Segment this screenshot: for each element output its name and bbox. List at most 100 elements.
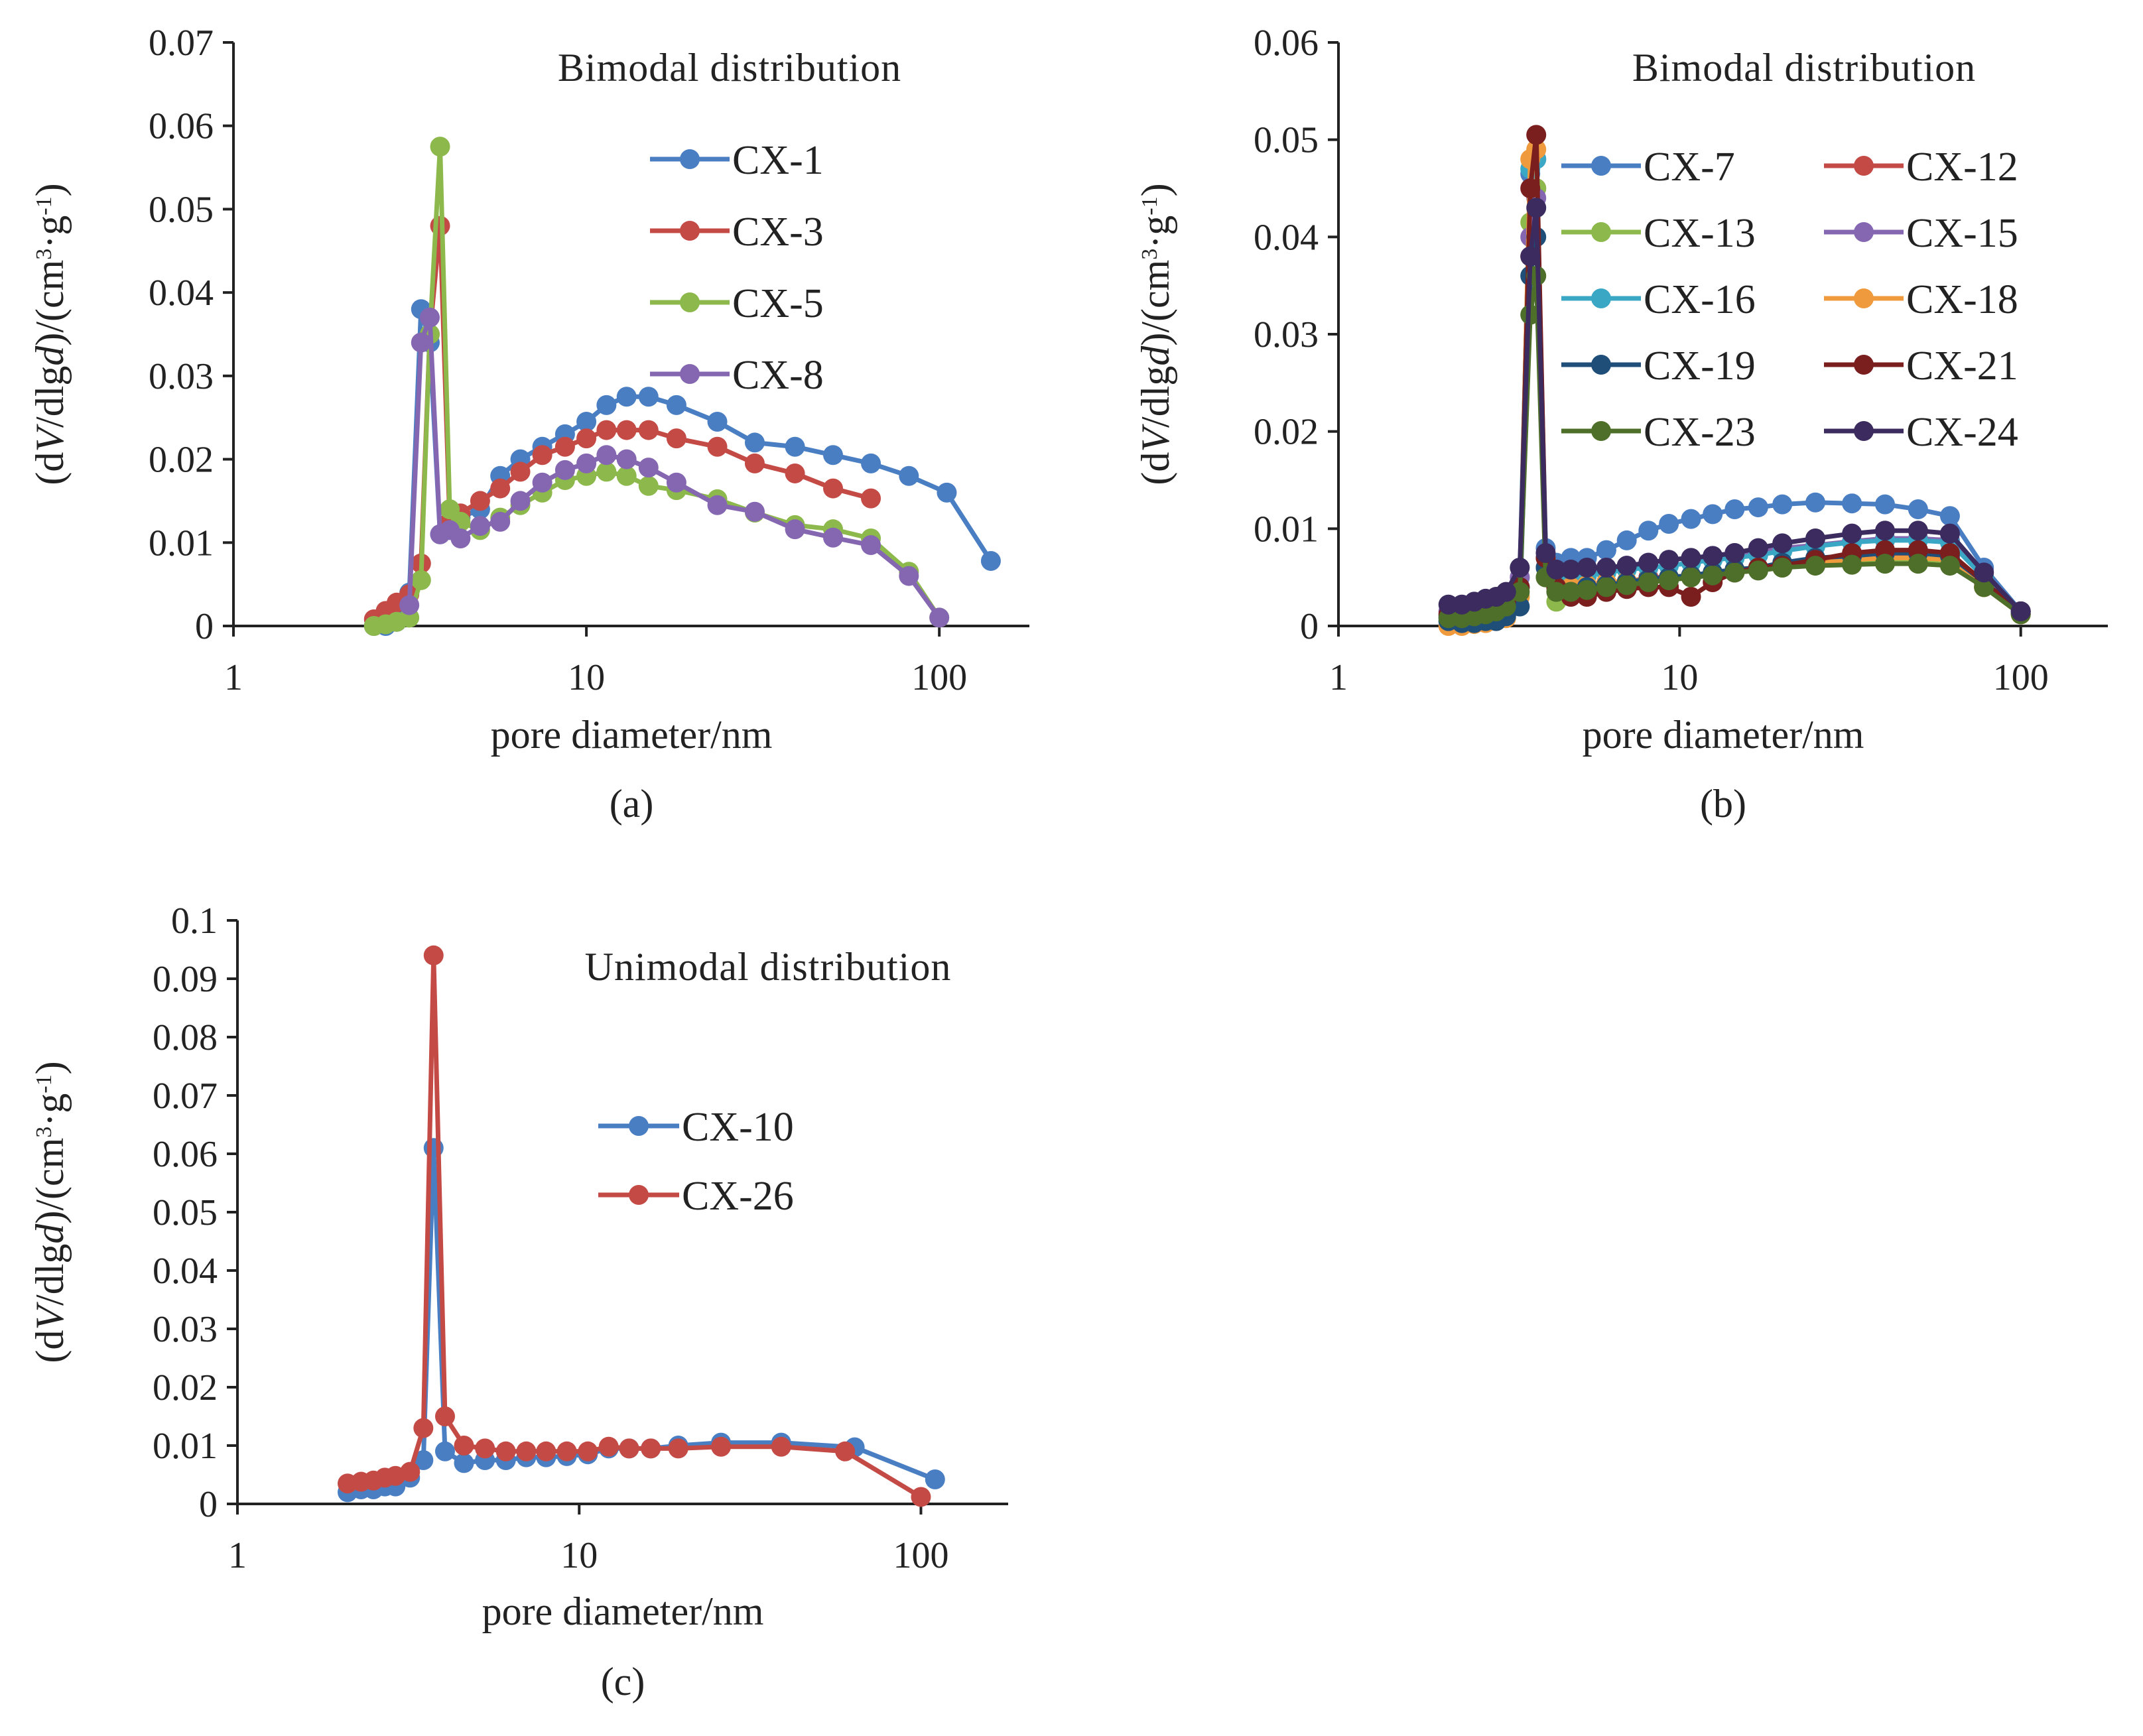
x-tick-label: 10 xyxy=(1661,657,1698,698)
data-point xyxy=(638,420,659,440)
y-axis-label-part: (d xyxy=(28,452,72,485)
data-point xyxy=(475,1438,495,1459)
data-point xyxy=(707,436,728,457)
y-axis-label: (dV/dlgd)/(cm3·g-1) xyxy=(28,1061,72,1363)
legend-label: CX-21 xyxy=(1906,343,2018,389)
y-axis-label-part: -1 xyxy=(32,1074,56,1093)
y-tick-label: 0.02 xyxy=(1254,412,1319,453)
y-axis-label-part: V xyxy=(28,1302,72,1330)
data-point xyxy=(1805,492,1826,513)
legend-item: CX-15 xyxy=(1824,211,2018,256)
y-axis-label-part: /dlg xyxy=(1134,366,1177,428)
legend-label: CX-7 xyxy=(1644,145,1735,190)
y-tick-label: 0.03 xyxy=(149,356,214,397)
data-point xyxy=(1577,580,1597,600)
data-point xyxy=(1681,548,1701,568)
data-point xyxy=(1681,567,1701,588)
data-point xyxy=(1875,540,1896,560)
legend-swatch-marker xyxy=(1591,421,1611,441)
panel-label: (a) xyxy=(610,782,654,826)
legend-label: CX-8 xyxy=(732,353,824,398)
data-point xyxy=(1659,514,1679,534)
data-point xyxy=(1875,521,1896,541)
data-point xyxy=(423,945,444,965)
y-tick-label: 0.1 xyxy=(171,900,218,942)
data-point xyxy=(638,475,659,496)
data-point xyxy=(616,449,637,469)
legend-label: CX-10 xyxy=(682,1105,794,1150)
y-tick-label: 0.03 xyxy=(153,1309,218,1350)
y-axis-label-part: ·g xyxy=(28,1093,72,1127)
legend-item: CX-26 xyxy=(598,1174,794,1219)
data-point xyxy=(490,478,511,499)
legend-item: CX-19 xyxy=(1561,343,1756,389)
y-axis-label-part: ) xyxy=(1134,183,1177,196)
series-CX-26 xyxy=(338,945,931,1507)
legend-item: CX-10 xyxy=(598,1105,794,1150)
data-point xyxy=(619,1438,639,1459)
data-point xyxy=(1659,550,1679,570)
data-point xyxy=(822,527,843,548)
y-tick-label: 0.07 xyxy=(149,23,214,64)
legend-swatch-marker xyxy=(1591,156,1611,176)
legend-item: CX-8 xyxy=(650,353,824,398)
series-line xyxy=(373,144,942,629)
data-point xyxy=(556,1441,577,1461)
series-CX-8 xyxy=(399,307,950,628)
y-axis-label-part: d xyxy=(28,345,72,366)
series-CX-5 xyxy=(363,137,950,636)
distribution-annotation: Bimodal distribution xyxy=(558,46,901,90)
legend-label: CX-16 xyxy=(1644,277,1756,322)
data-point xyxy=(495,1441,516,1461)
legend-swatch-marker xyxy=(680,221,700,241)
data-point xyxy=(1805,556,1826,576)
data-point xyxy=(711,1436,732,1457)
y-axis-label-part: V xyxy=(28,424,72,452)
x-axis-label: pore diameter/nm xyxy=(482,1589,764,1633)
x-tick-label: 1 xyxy=(224,657,243,698)
y-axis-label-part: (d xyxy=(28,1330,72,1363)
y-axis-label-part: ) xyxy=(28,183,72,196)
legend-label: CX-26 xyxy=(682,1174,794,1219)
legend-item: CX-1 xyxy=(650,138,824,183)
legend-swatch-marker xyxy=(680,149,700,169)
data-point xyxy=(1561,582,1581,602)
legend-label: CX-24 xyxy=(1906,410,2018,455)
panel-label: (b) xyxy=(1700,782,1746,826)
series-line xyxy=(347,953,923,1499)
y-axis-label-part: -1 xyxy=(1137,196,1162,215)
data-point xyxy=(1616,530,1637,550)
data-point xyxy=(434,1406,455,1426)
data-point xyxy=(1939,506,1960,527)
chart-a: 0 0.01 0.02 0.03 0.04 0.05 0.06 0.07 1 10 100 pore … xyxy=(28,23,1029,826)
series-CX-24 xyxy=(1438,198,2031,621)
data-point xyxy=(1535,543,1556,563)
legend-item: CX-16 xyxy=(1561,277,1756,322)
y-axis-label-part: ·g xyxy=(28,216,72,249)
y-tick-label: 0.03 xyxy=(1254,314,1319,355)
data-point xyxy=(616,420,637,440)
data-point xyxy=(1520,178,1541,198)
data-point xyxy=(1842,493,1862,514)
data-point xyxy=(785,436,805,457)
y-axis-label-part: ) xyxy=(28,1061,72,1074)
series-line xyxy=(407,315,942,619)
data-point xyxy=(1703,504,1723,525)
data-point xyxy=(666,395,686,415)
data-point xyxy=(911,1487,931,1507)
data-point xyxy=(532,445,552,465)
legend-swatch-marker xyxy=(629,1116,649,1136)
data-point xyxy=(638,458,659,478)
legend: CX-10 CX-26 xyxy=(598,1105,794,1219)
data-point xyxy=(1748,538,1768,558)
y-tick-label: 0.07 xyxy=(153,1076,218,1117)
data-point xyxy=(1638,552,1659,573)
data-point xyxy=(1908,521,1928,541)
data-point xyxy=(578,1441,598,1461)
data-point xyxy=(1974,577,1994,597)
x-axis-label: pore diameter/nm xyxy=(1583,713,1864,757)
data-point xyxy=(454,1436,474,1456)
data-point xyxy=(1616,556,1637,576)
data-point xyxy=(1772,494,1793,515)
